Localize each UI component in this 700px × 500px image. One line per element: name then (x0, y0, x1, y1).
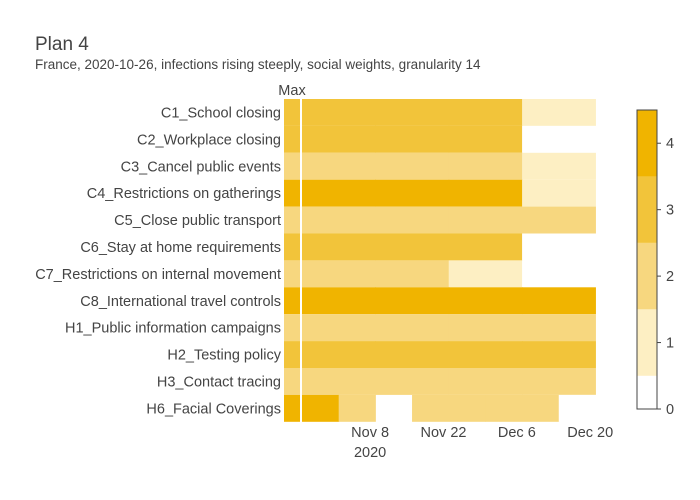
heatmap-cell (375, 152, 450, 180)
colorbar-segment (637, 176, 657, 243)
colorbar-tick-label: 0 (666, 402, 674, 418)
x-tick-label: Nov 8 (351, 425, 389, 441)
row-label: C3_Cancel public events (121, 159, 281, 175)
colorbar-tick-label: 1 (666, 336, 674, 352)
x-tick-label: Dec 20 (567, 425, 613, 441)
heatmap-cell (522, 260, 596, 288)
heatmap-cell (448, 99, 523, 126)
colorbar-segment (637, 309, 657, 376)
max-cell (284, 152, 300, 180)
heatmap-cell (522, 152, 596, 180)
colorbar-tick-label: 2 (666, 269, 674, 285)
heatmap-cell (302, 341, 376, 368)
colorbar-segment (637, 375, 657, 409)
heatmap-cell (448, 206, 523, 234)
heatmap-cell (448, 179, 523, 207)
heatmap-cell (522, 368, 596, 395)
max-cell (284, 179, 300, 207)
heatmap-cell (375, 260, 450, 288)
max-cell (284, 287, 300, 315)
chart-subtitle: France, 2020-10-26, infections rising st… (35, 57, 481, 72)
max-cell (284, 206, 300, 234)
heatmap-cell (302, 260, 376, 288)
heatmap-cell (448, 368, 523, 395)
colorbar-outline (636, 109, 658, 410)
row-label: C8_International travel controls (80, 294, 281, 310)
heatmap-cell (302, 125, 376, 153)
heatmap-cell (338, 394, 376, 422)
chart-title: Plan 4 (35, 34, 89, 55)
row-label: C5_Close public transport (114, 213, 281, 229)
heatmap-cell (485, 394, 560, 422)
max-cell (284, 260, 300, 288)
heatmap-cell (302, 394, 340, 422)
row-label: H3_Contact tracing (157, 374, 281, 390)
heatmap-cell (522, 206, 596, 234)
row-label: H6_Facial Coverings (146, 401, 281, 417)
heatmap-cell (302, 179, 376, 207)
colorbar: 0 1 2 3 4 (636, 109, 674, 418)
heatmap-cell (302, 233, 376, 261)
heatmap-cell (375, 179, 450, 207)
x-tick-sublabel: 2020 (354, 445, 386, 461)
heatmap-cell (448, 152, 523, 180)
heatmap-cell (558, 394, 633, 422)
heatmap-cell (375, 99, 450, 126)
heatmap-cell (522, 179, 596, 207)
heatmap-cell (522, 287, 596, 315)
heatmap-cell (522, 99, 596, 126)
max-cell (284, 125, 300, 153)
max-column-label: Max (278, 83, 306, 99)
heatmap-cell (448, 125, 523, 153)
row-label: H1_Public information campaigns (65, 321, 281, 337)
max-cell (284, 233, 300, 261)
heatmap-cell (412, 394, 486, 422)
max-cell (284, 341, 300, 368)
row-label: C4_Restrictions on gatherings (87, 186, 281, 202)
max-cell (284, 394, 300, 422)
x-axis-ticks: Nov 8 2020 Nov 22 Dec 6 Dec 20 (351, 425, 613, 461)
heatmap-cell (522, 314, 596, 342)
heatmap-cell (375, 314, 450, 342)
row-label: C7_Restrictions on internal movement (35, 267, 281, 283)
colorbar-segment (637, 110, 657, 177)
row-label: C2_Workplace closing (137, 132, 281, 148)
colorbar-tick-label: 3 (666, 203, 674, 219)
heatmap-cell (375, 125, 450, 153)
max-cell (284, 99, 300, 126)
heatmap-cell (375, 341, 450, 368)
row-label: C1_School closing (161, 105, 281, 121)
heatmap-cell (375, 287, 450, 315)
heatmap-cell (448, 260, 523, 288)
heatmap-cell (522, 125, 596, 153)
heatmap-cell (302, 314, 376, 342)
heatmap-cell (302, 368, 376, 395)
max-cell (284, 368, 300, 395)
heatmap-cell (302, 206, 376, 234)
heatmap-cell (522, 341, 596, 368)
heatmap-cell (302, 99, 376, 126)
heatmap-cell (448, 314, 523, 342)
row-labels: C1_School closing C2_Workplace closing C3_… (35, 105, 282, 417)
heatmap-cell (448, 341, 523, 368)
heatmap-cell (302, 287, 376, 315)
x-tick-label: Dec 6 (498, 425, 536, 441)
heatmap-cell (302, 152, 376, 180)
x-tick-label: Nov 22 (421, 425, 467, 441)
row-label: C6_Stay at home requirements (80, 240, 281, 256)
heatmap-cell (448, 233, 523, 261)
heatmap-cell (375, 233, 450, 261)
row-label: H2_Testing policy (167, 348, 281, 364)
heatmap-cell (375, 206, 450, 234)
colorbar-segment (637, 242, 657, 310)
heatmap-cells (284, 99, 633, 422)
heatmap-cell (522, 233, 596, 261)
heatmap-cell (448, 287, 523, 315)
max-cell (284, 314, 300, 342)
heatmap-cell (375, 368, 450, 395)
colorbar-tick-label: 4 (666, 136, 674, 152)
